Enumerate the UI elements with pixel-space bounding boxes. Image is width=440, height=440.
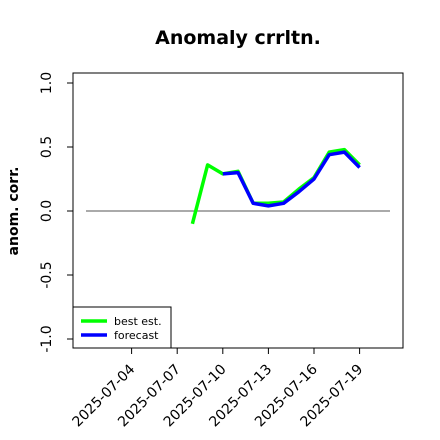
legend-label-best-est: best est. [114, 315, 162, 328]
series-line-best-est [190, 147, 361, 225]
legend-label-forecast: forecast [114, 329, 159, 342]
x-axis: 2025-07-042025-07-072025-07-102025-07-13… [70, 348, 366, 430]
legend-box [72, 306, 172, 349]
series-line-forecast [222, 150, 361, 208]
y-tick-label: 1.0 [39, 72, 55, 94]
series-layer [190, 147, 361, 225]
legend: best est. forecast [72, 306, 172, 349]
y-tick-label: 0.5 [39, 136, 55, 158]
y-axis: -1.0 -0.5 0.0 0.5 1.0 [39, 72, 73, 353]
chart-title: Anomaly crrltn. [155, 27, 321, 49]
y-tick-label: 0.0 [39, 200, 55, 222]
y-tick-label: -1.0 [39, 325, 55, 352]
y-axis-label: anom. corr. [6, 167, 22, 256]
y-tick-label: -0.5 [39, 261, 55, 288]
